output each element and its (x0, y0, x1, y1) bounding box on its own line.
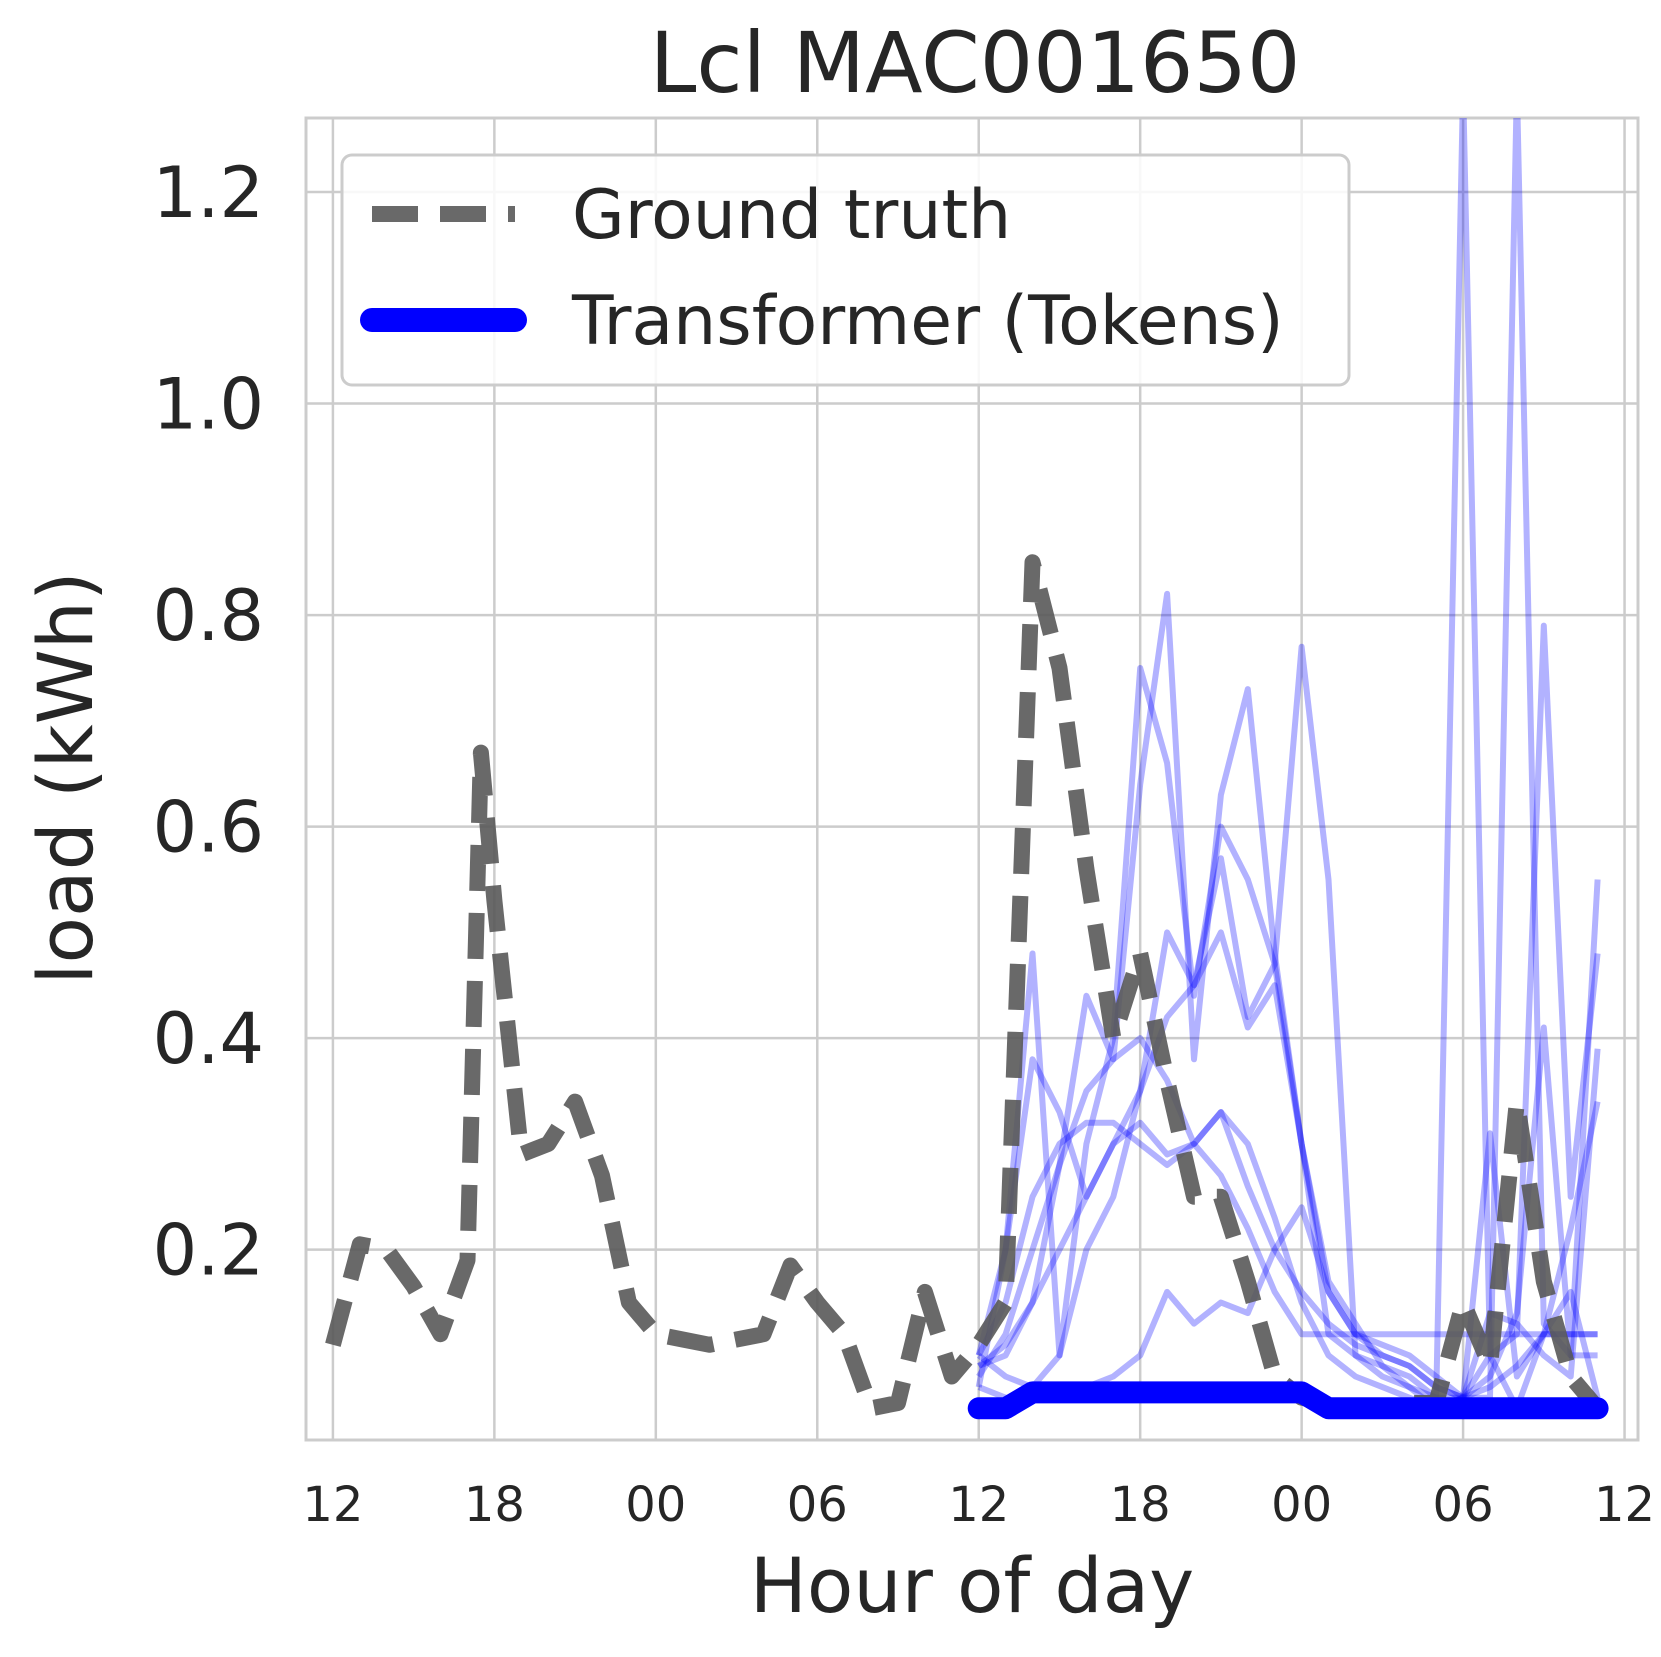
y-tick-label: 1.0 (153, 364, 264, 446)
x-tick-label: 06 (1433, 1477, 1494, 1533)
x-tick-label: 18 (464, 1477, 525, 1533)
y-axis-label: load (kWh) (21, 571, 110, 984)
x-tick-label: 12 (302, 1477, 363, 1533)
prediction-sample-line (976, 879, 1601, 1401)
y-tick-label: 0.2 (153, 1210, 264, 1292)
ground-truth-line (325, 554, 1604, 1417)
plot-frame (304, 116, 1640, 1442)
chart-title: Lcl MAC001650 (650, 14, 1301, 112)
x-tick-label: 00 (625, 1477, 686, 1533)
prediction-sample-line (975, 118, 1598, 1401)
x-tick-label: 00 (1271, 1477, 1332, 1533)
x-axis-label: Hour of day (750, 1541, 1194, 1630)
legend-label-ground-truth: Ground truth (572, 176, 1011, 255)
legend-label-transformer: Transformer (Tokens) (571, 282, 1284, 361)
x-tick-label: 18 (1110, 1477, 1171, 1533)
x-tick-label: 06 (787, 1477, 848, 1533)
x-tick-label: 12 (948, 1477, 1009, 1533)
y-tick-label: 0.4 (153, 998, 264, 1080)
x-tick-labels: 12 18 00 06 12 18 00 06 12 (302, 1477, 1655, 1533)
legend: Ground truth Transformer (Tokens) (340, 153, 1351, 387)
prediction-sample-line (976, 1109, 1601, 1412)
y-tick-labels: 0.2 0.4 0.6 0.8 1.0 1.2 (153, 152, 264, 1292)
legend-box (340, 153, 1351, 387)
series-layer (325, 554, 1609, 1420)
x-tick-label: 12 (1594, 1477, 1655, 1533)
y-tick-label: 1.2 (153, 152, 264, 234)
y-tick-label: 0.8 (153, 575, 264, 657)
transformer-line (967, 1381, 1609, 1420)
prediction-sample-line (975, 118, 1598, 1412)
y-tick-label: 0.6 (153, 787, 264, 869)
prediction-sample-line (976, 929, 1601, 1401)
